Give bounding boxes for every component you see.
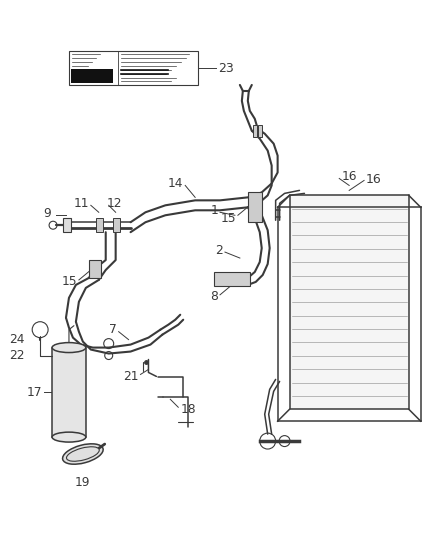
Text: 1: 1 bbox=[210, 204, 218, 217]
Text: 9: 9 bbox=[43, 207, 51, 220]
Ellipse shape bbox=[63, 444, 103, 464]
Text: 8: 8 bbox=[210, 290, 218, 303]
Text: 16: 16 bbox=[366, 173, 382, 186]
Text: 18: 18 bbox=[180, 403, 196, 416]
FancyBboxPatch shape bbox=[290, 196, 409, 409]
Text: 12: 12 bbox=[107, 197, 122, 210]
Text: 21: 21 bbox=[123, 370, 138, 383]
Text: 16: 16 bbox=[341, 170, 357, 183]
Text: 22: 22 bbox=[9, 349, 24, 362]
FancyBboxPatch shape bbox=[253, 125, 257, 136]
FancyBboxPatch shape bbox=[89, 260, 101, 278]
FancyBboxPatch shape bbox=[113, 218, 120, 232]
Text: 15: 15 bbox=[220, 212, 236, 225]
Text: 11: 11 bbox=[73, 197, 89, 210]
FancyBboxPatch shape bbox=[258, 125, 262, 136]
Ellipse shape bbox=[52, 343, 86, 352]
FancyBboxPatch shape bbox=[214, 272, 250, 286]
FancyBboxPatch shape bbox=[96, 218, 103, 232]
Text: 2: 2 bbox=[215, 244, 223, 256]
Text: 17: 17 bbox=[27, 386, 42, 399]
Ellipse shape bbox=[67, 447, 99, 461]
FancyBboxPatch shape bbox=[69, 51, 198, 85]
Text: 7: 7 bbox=[109, 323, 117, 336]
Text: 24: 24 bbox=[9, 333, 24, 346]
Text: 14: 14 bbox=[168, 177, 183, 190]
FancyBboxPatch shape bbox=[248, 192, 262, 222]
FancyBboxPatch shape bbox=[71, 69, 113, 83]
FancyBboxPatch shape bbox=[52, 348, 86, 437]
FancyBboxPatch shape bbox=[63, 218, 71, 232]
Text: 19: 19 bbox=[75, 476, 91, 489]
Ellipse shape bbox=[52, 432, 86, 442]
Text: 15: 15 bbox=[61, 276, 77, 288]
Text: 23: 23 bbox=[218, 61, 234, 75]
